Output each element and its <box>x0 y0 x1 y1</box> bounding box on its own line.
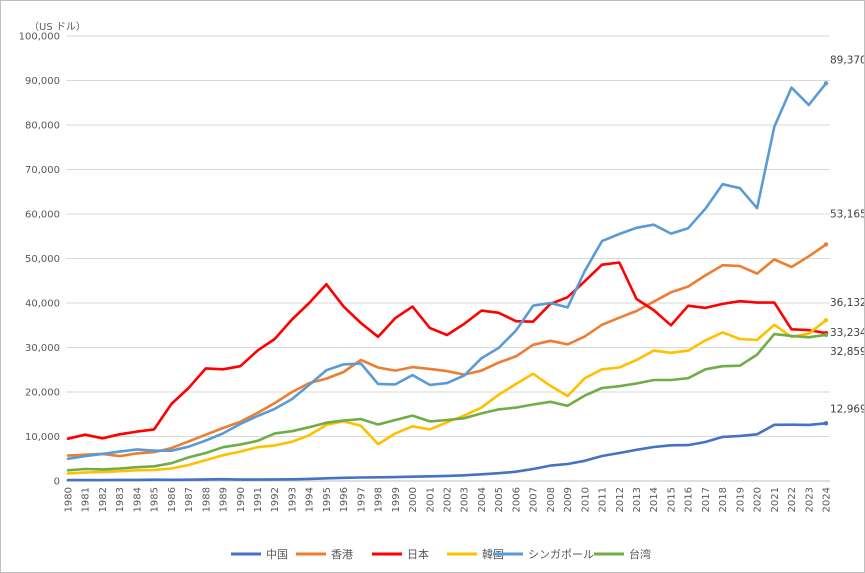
series-end-point-1 <box>823 242 829 247</box>
end-value-label-2: 33,234 <box>830 327 864 339</box>
x-tick-label: 2018 <box>718 487 729 512</box>
y-tick-label: 20,000 <box>25 388 60 399</box>
x-tick-label: 2019 <box>735 487 746 512</box>
y-tick-label: 50,000 <box>25 254 60 265</box>
x-tick-label: 2016 <box>684 487 695 512</box>
x-tick-label: 1988 <box>201 487 212 512</box>
x-tick-label: 1995 <box>322 487 333 512</box>
x-tick-label: 2011 <box>598 487 609 512</box>
series-line-2 <box>66 261 828 441</box>
x-tick-label: 2017 <box>701 487 712 512</box>
series-end-point-5 <box>823 332 829 337</box>
series-end-point-4 <box>823 81 829 86</box>
series-line-0 <box>66 421 828 482</box>
gridlines <box>66 35 830 482</box>
series-lines <box>66 82 828 482</box>
legend: 中国香港日本韓国シンガポール台湾 <box>231 547 651 561</box>
x-tick-label: 2012 <box>615 487 626 512</box>
legend-label-4: シンガポール <box>528 548 594 561</box>
x-tick-label: 1996 <box>339 487 350 512</box>
y-tick-label: 10,000 <box>25 432 60 443</box>
y-tick-label: 0 <box>54 477 60 488</box>
x-tick-label: 2014 <box>649 487 660 512</box>
y-tick-label: 100,000 <box>19 32 60 43</box>
series-end-point-3 <box>823 318 829 323</box>
x-tick-label: 2000 <box>408 487 419 512</box>
x-tick-label: 2005 <box>494 487 505 512</box>
x-tick-label: 2024 <box>822 487 833 512</box>
x-tick-label: 1989 <box>219 487 230 512</box>
x-tick-label: 2020 <box>753 487 764 512</box>
x-tick-label: 2009 <box>563 487 574 512</box>
x-tick-label: 1981 <box>81 487 92 512</box>
x-tick-label: 1984 <box>132 487 143 512</box>
x-tick-label: 2023 <box>804 487 815 512</box>
end-value-label-3: 36,132 <box>830 297 864 309</box>
legend-label-2: 日本 <box>407 547 429 561</box>
x-tick-label: 1997 <box>356 487 367 512</box>
x-tick-label: 2002 <box>443 487 454 512</box>
x-tick-label: 1986 <box>167 487 178 512</box>
x-tick-label: 2007 <box>529 487 540 512</box>
series-end-markers <box>823 81 829 426</box>
y-tick-label: 80,000 <box>25 121 60 132</box>
x-tick-label: 1980 <box>64 487 75 512</box>
x-tick-label: 2003 <box>460 487 471 512</box>
x-tick-label: 1992 <box>270 487 281 512</box>
legend-label-1: 香港 <box>331 548 353 561</box>
x-tick-label: 1990 <box>236 487 247 512</box>
x-tick-label: 1985 <box>150 487 161 512</box>
x-tick-label: 1982 <box>98 487 109 512</box>
x-tick-label: 2013 <box>632 487 643 512</box>
legend-label-0: 中国 <box>266 548 288 561</box>
x-tick-label: 1998 <box>374 487 385 512</box>
y-tick-label: 60,000 <box>25 210 60 221</box>
y-tick-label: 70,000 <box>25 165 60 176</box>
series-line-5 <box>66 332 828 472</box>
x-tick-label: 2008 <box>546 487 557 512</box>
end-value-label-0: 12,969 <box>830 403 864 415</box>
series-line-4 <box>66 82 828 461</box>
x-tick-label: 2004 <box>477 487 488 512</box>
x-tick-label: 1991 <box>253 487 264 512</box>
y-tick-label: 40,000 <box>25 299 60 310</box>
x-tick-label: 2006 <box>511 487 522 512</box>
x-tick-label: 2021 <box>770 487 781 512</box>
x-tick-label: 1994 <box>305 487 316 512</box>
x-tick-label: 2022 <box>787 487 798 512</box>
series-line-3 <box>66 318 828 475</box>
x-tick-label: 1987 <box>184 487 195 512</box>
series-line-1 <box>66 243 828 458</box>
x-axis-ticks: 1980 1981 1982 1983 1984 1985 1986 1987 1988 1989… <box>64 487 833 512</box>
legend-label-5: 台湾 <box>629 547 651 561</box>
y-axis-unit-label: （US ドル） <box>29 21 86 33</box>
y-tick-label: 30,000 <box>25 343 60 354</box>
series-end-labels: 12,969 53,165 33,234 36,132 89,370 32,859 <box>830 54 864 415</box>
y-axis-ticks: 0 10,000 20,000 30,000 40,000 50,000 60,000 70,… <box>19 32 60 488</box>
x-tick-label: 2015 <box>666 487 677 512</box>
series-end-point-0 <box>823 421 829 426</box>
end-value-label-4: 89,370 <box>830 54 864 66</box>
end-value-label-1: 53,165 <box>830 208 864 220</box>
y-tick-label: 90,000 <box>25 76 60 87</box>
end-value-label-5: 32,859 <box>830 346 864 358</box>
x-tick-label: 1983 <box>115 487 126 512</box>
x-tick-label: 1999 <box>391 487 402 512</box>
x-tick-label: 2010 <box>580 487 591 512</box>
x-tick-label: 1993 <box>287 487 298 512</box>
x-tick-label: 2001 <box>425 487 436 512</box>
